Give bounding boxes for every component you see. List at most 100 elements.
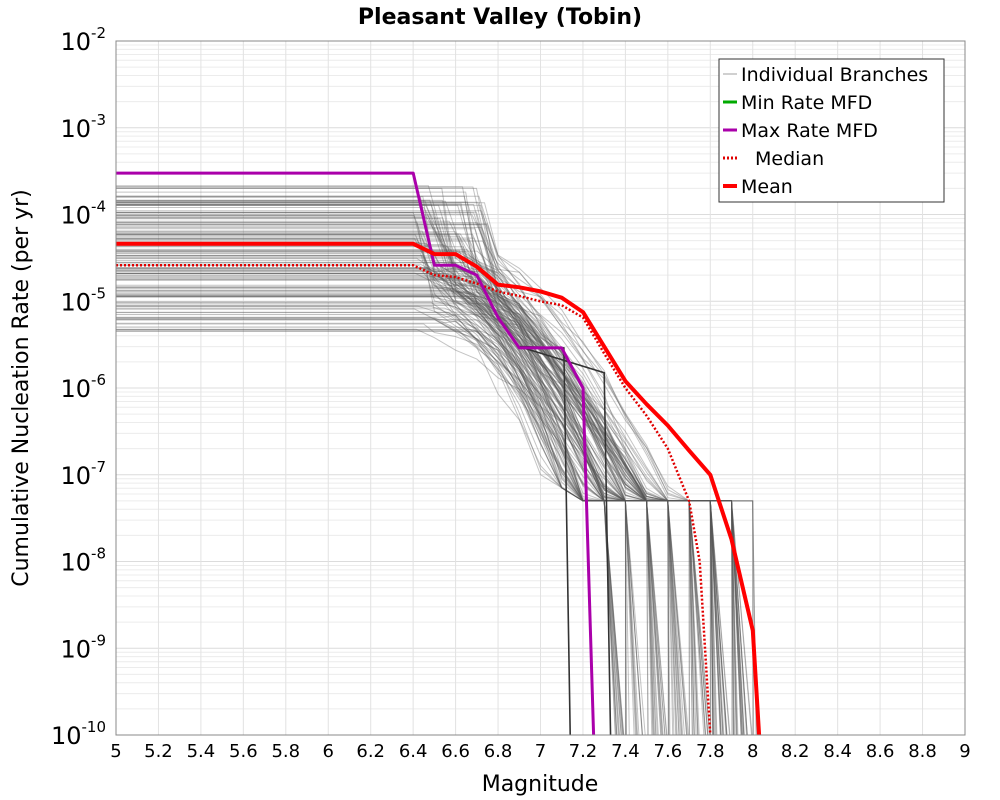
branch-line: [116, 274, 757, 736]
x-tick-label: 5: [110, 741, 121, 762]
x-axis-label: Magnitude: [482, 772, 599, 797]
x-tick-label: 7.4: [611, 741, 640, 762]
branch-line: [116, 230, 722, 736]
y-tick-label: 10-5: [60, 284, 106, 316]
branch-line: [116, 286, 662, 736]
branch-line: [116, 319, 721, 736]
x-tick-label: 9: [959, 741, 970, 762]
x-tick-label: 8.2: [781, 741, 810, 762]
branch-line: [116, 257, 680, 736]
x-tick-label: 6.6: [441, 741, 470, 762]
legend-box: [718, 58, 945, 203]
branch-line: [116, 196, 745, 736]
branch-line: [116, 215, 705, 736]
branch-line: [116, 330, 622, 736]
branch-line: [116, 312, 618, 736]
branch-line: [116, 253, 727, 736]
branch-line: [116, 289, 683, 736]
branch-line: [116, 233, 677, 736]
branch-line: [116, 255, 668, 736]
branch-line: [116, 234, 654, 736]
branch-line: [116, 218, 618, 736]
branch-line: [116, 231, 707, 736]
legend-label: Max Rate MFD: [741, 120, 878, 142]
legend-label: Median: [755, 148, 824, 170]
branch-line: [116, 290, 659, 736]
branch-line: [116, 272, 745, 736]
branch-line: [116, 202, 666, 736]
branch-line: [116, 207, 630, 736]
branch-line: [116, 311, 747, 736]
branch-line: [116, 287, 695, 736]
branch-line: [116, 239, 735, 736]
branch-line: [116, 294, 709, 736]
x-tick-label: 7.2: [569, 741, 598, 762]
y-tick-label: 10-7: [60, 458, 106, 490]
branch-line: [116, 329, 643, 736]
branch-line: [116, 249, 667, 736]
branch-line: [116, 296, 752, 736]
max-rate-mfd-line: [116, 171, 596, 736]
branch-line: [116, 273, 680, 736]
legend-label: Min Rate MFD: [741, 92, 872, 114]
legend-label: Individual Branches: [741, 64, 928, 86]
branch-line: [116, 255, 718, 736]
x-tick-label: 5.8: [271, 741, 300, 762]
individual-branches: [116, 185, 757, 736]
branch-line: [116, 295, 715, 736]
branch-line: [116, 318, 714, 736]
branch-line: [116, 271, 722, 736]
branch-line: [519, 345, 612, 736]
branch-line: [116, 252, 662, 736]
branch-line: [116, 211, 616, 736]
x-axis-ticks: 5 5.2 5.4 5.6 5.8 6 6.2 6.4 6.6 6.8 7 7.2 7.4 7.6 7.8 8…: [110, 741, 970, 762]
branch-line: [116, 200, 716, 736]
branch-line: [116, 204, 695, 736]
x-tick-label: 7.8: [696, 741, 725, 762]
x-tick-label: 7: [535, 741, 546, 762]
branch-line: [116, 211, 738, 736]
branch-line: [116, 210, 714, 736]
branch-line: [116, 313, 733, 736]
branch-line: [116, 202, 737, 736]
branch-line: [116, 320, 712, 736]
branch-line: [116, 294, 622, 736]
branch-line: [116, 251, 625, 736]
y-tick-label: 10-3: [60, 111, 106, 143]
mean-line: [116, 241, 762, 736]
branch-line: [116, 270, 627, 736]
y-tick-label: 10-2: [60, 24, 106, 56]
y-axis-ticks: 10-10 10-9 10-8 10-7 10-6 10-5 10-4 10-3 10-2: [51, 24, 106, 750]
x-tick-label: 5.2: [144, 741, 173, 762]
x-tick-label: 8.4: [823, 741, 852, 762]
branch-line: [116, 204, 693, 736]
branch-line: [116, 237, 670, 736]
branch-line: [116, 272, 734, 736]
y-tick-label: 10-6: [60, 371, 106, 403]
branch-line: [116, 221, 666, 736]
branch-line: [116, 187, 722, 736]
x-tick-label: 7.6: [654, 741, 683, 762]
branch-line: [116, 226, 706, 736]
branch-line: [116, 262, 640, 736]
branch-line: [116, 301, 678, 736]
x-tick-label: 6.2: [356, 741, 385, 762]
branch-line: [116, 215, 731, 736]
branch-line: [116, 317, 728, 736]
branch-line: [116, 201, 688, 736]
x-tick-label: 8: [747, 741, 758, 762]
branch-line: [116, 204, 690, 736]
branch-line: [116, 217, 625, 736]
branch-line: [116, 249, 624, 736]
branch-line: [116, 242, 728, 736]
y-tick-label: 10-9: [60, 631, 106, 663]
branch-line: [116, 276, 688, 736]
legend-label: Mean: [741, 176, 793, 198]
branch-line: [116, 305, 638, 736]
branch-line: [116, 296, 714, 736]
branch-line: [116, 234, 714, 736]
branch-line: [116, 224, 643, 736]
branch-line: [116, 212, 663, 736]
branch-line: [116, 245, 636, 736]
